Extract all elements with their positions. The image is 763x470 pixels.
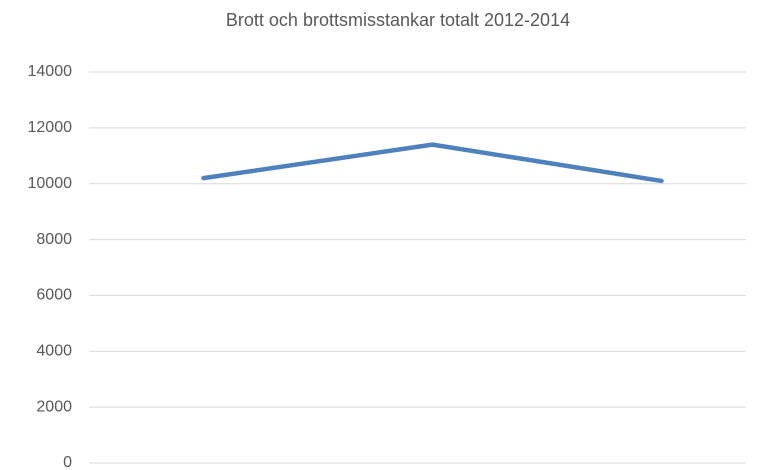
y-tick-label: 6000 (36, 287, 72, 304)
y-tick-label: 8000 (36, 231, 72, 248)
y-tick-label: 4000 (36, 343, 72, 360)
chart-title: Brott och brottsmisstankar totalt 2012-2… (226, 10, 570, 30)
data-line (201, 142, 664, 184)
y-tick-label: 12000 (28, 119, 73, 136)
y-tick-label: 10000 (28, 175, 73, 192)
y-tick-label: 0 (63, 454, 72, 470)
y-tick-label: 14000 (28, 63, 73, 80)
y-tick-label: 2000 (36, 398, 72, 415)
